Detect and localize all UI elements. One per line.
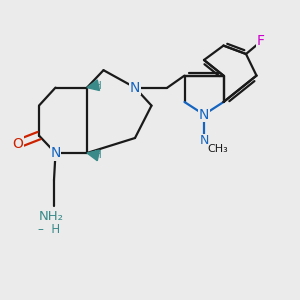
Text: N: N	[199, 108, 209, 122]
Text: H: H	[94, 81, 101, 91]
Text: N: N	[199, 134, 209, 148]
Text: H: H	[94, 149, 101, 160]
Text: N: N	[50, 146, 61, 160]
Text: NH₂: NH₂	[38, 210, 64, 224]
Text: –  H: – H	[38, 223, 60, 236]
Text: CH₃: CH₃	[207, 144, 228, 154]
Polygon shape	[87, 150, 100, 161]
Polygon shape	[87, 80, 100, 91]
Text: O: O	[12, 137, 23, 151]
Text: N: N	[130, 81, 140, 94]
Text: F: F	[257, 34, 265, 48]
